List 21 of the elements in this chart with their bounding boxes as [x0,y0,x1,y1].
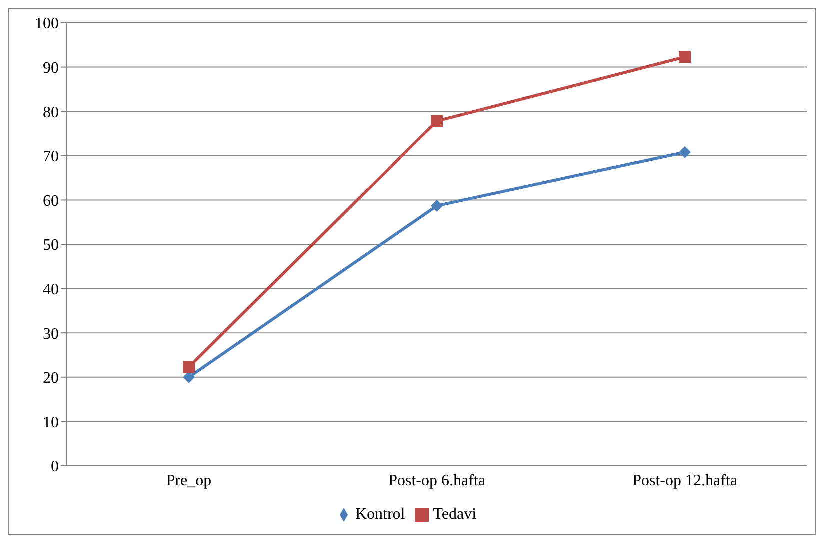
x-tick-label: Pre_op [166,472,212,490]
y-tick-label: 20 [43,370,59,388]
point [431,115,443,128]
x-tick-label: Post-op 12.hafta [632,472,738,490]
y-tick-label: 50 [43,237,59,254]
y-tick-label: 70 [43,148,59,166]
y-tick-label: 90 [43,60,59,77]
point [679,51,691,64]
y-tick-label: 10 [43,414,59,432]
y-tick-label: 30 [43,326,59,343]
point [183,361,195,374]
point [679,146,691,158]
legend-label: Tedavi [433,506,477,523]
x-tick-label: Post-op 6.hafta [388,472,486,490]
y-tick-label: 0 [51,458,59,476]
legend-label: Kontrol [355,506,406,523]
point [431,200,443,212]
y-tick-label: 80 [43,104,59,122]
y-tick-label: 60 [43,192,59,210]
y-tick-label: 40 [43,281,59,298]
y-tick-label: 100 [35,16,59,33]
